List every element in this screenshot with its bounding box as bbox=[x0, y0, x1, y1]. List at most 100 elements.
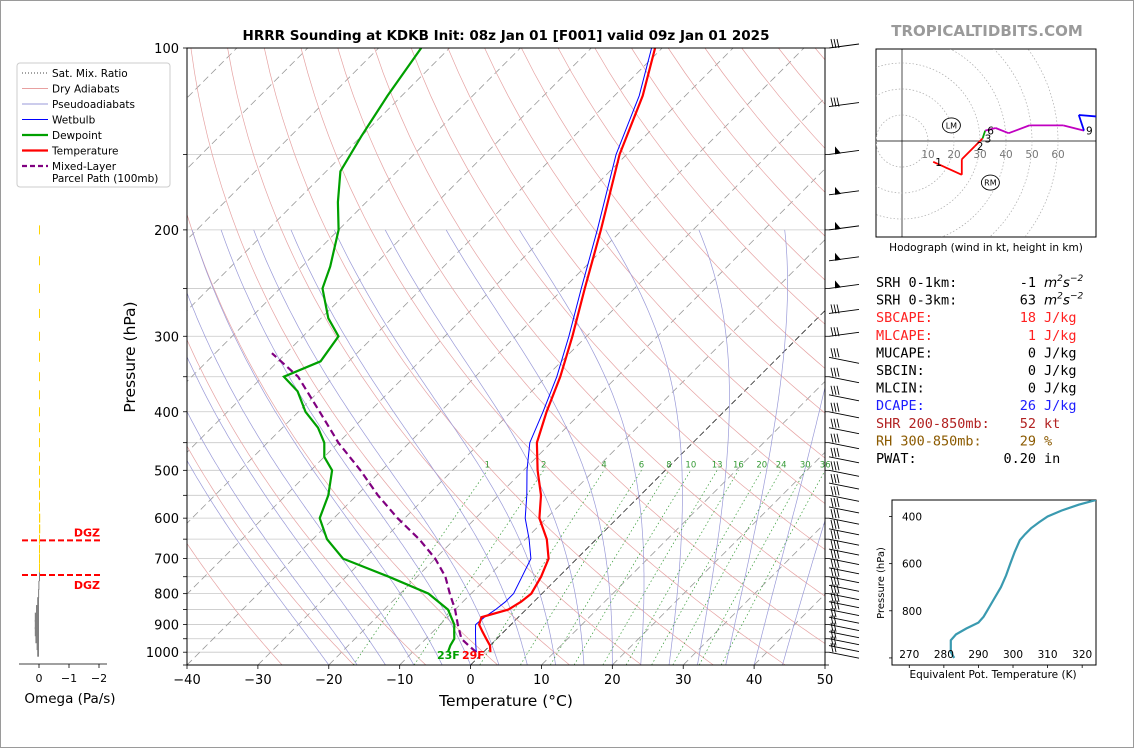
omega-bar bbox=[39, 502, 40, 512]
omega-bar bbox=[36, 605, 39, 615]
mixing-ratio-label: 13 bbox=[712, 460, 723, 470]
pseudoadiabat bbox=[519, 229, 645, 665]
legend-label: Sat. Mix. Ratio bbox=[52, 68, 128, 80]
mixing-ratio-line bbox=[413, 470, 544, 665]
skewt-x-tick-label: −30 bbox=[244, 673, 271, 688]
theta-e-panel: 270 280 290 300 310 320 400 600 800 Equivalent P… bbox=[876, 499, 1097, 681]
index-unit: J/kg bbox=[1044, 363, 1077, 379]
index-label: SRH 0-1km: bbox=[876, 275, 957, 291]
omega-bar bbox=[39, 372, 40, 382]
hodograph-ring-label: 60 bbox=[1051, 149, 1064, 161]
index-unit: J/kg bbox=[1044, 398, 1077, 414]
mixing-ratio-line bbox=[549, 470, 670, 665]
dry-adiabat bbox=[190, 48, 570, 665]
omega-bar bbox=[39, 256, 40, 266]
omega-bar bbox=[39, 331, 40, 341]
skewt-y-tick-label: 900 bbox=[154, 619, 179, 634]
hodograph-ring bbox=[989, 49, 1033, 237]
mixing-ratio-line bbox=[479, 470, 605, 665]
pseudoadiabat bbox=[220, 229, 471, 665]
isotherm-line bbox=[187, 48, 805, 665]
skewt-x-tick-label: 30 bbox=[675, 673, 692, 688]
index-unit: J/kg bbox=[1044, 345, 1077, 361]
mixing-ratio-line bbox=[353, 470, 488, 665]
legend-label: Dry Adiabats bbox=[52, 84, 120, 96]
legend-entry: Temperature bbox=[22, 146, 119, 158]
wind-barb bbox=[828, 584, 860, 601]
omega-bar bbox=[38, 580, 40, 590]
wind-barb bbox=[828, 530, 860, 546]
hodograph-segment bbox=[995, 127, 1009, 135]
pseudoadiabat bbox=[187, 459, 330, 665]
surface-dewpoint-label: 23F bbox=[437, 649, 460, 662]
wind-barb bbox=[828, 327, 860, 337]
omega-bar bbox=[39, 572, 40, 582]
storm-motion-marker bbox=[941, 117, 961, 134]
omega-bar bbox=[39, 452, 40, 462]
wind-barb bbox=[828, 567, 860, 584]
omega-tick-label: 0 bbox=[36, 672, 43, 685]
watermark: TROPICALTIDBITS.COM bbox=[891, 22, 1083, 40]
surface-temp-label: 29F bbox=[462, 649, 485, 662]
isotherm-line bbox=[470, 309, 825, 665]
omega-bar bbox=[34, 612, 39, 622]
index-unit: m2s−2 bbox=[1044, 274, 1083, 291]
dry-adiabat bbox=[521, 48, 825, 414]
hodograph-ring-label: 50 bbox=[1025, 149, 1038, 161]
index-unit: J/kg bbox=[1044, 310, 1077, 326]
mixing-ratio-label: 36 bbox=[820, 460, 831, 470]
index-value: 1 bbox=[1028, 328, 1036, 344]
skewt-y-tick-label: 100 bbox=[154, 42, 179, 57]
omega-xlabel: Omega (Pa/s) bbox=[24, 691, 115, 707]
index-unit: % bbox=[1044, 433, 1052, 449]
index-label: RH 300-850mb: bbox=[876, 433, 982, 449]
isotherm-line bbox=[187, 48, 521, 383]
index-row: MUCAPE: 0 J/kg bbox=[876, 345, 1077, 361]
wind-barb bbox=[828, 252, 860, 262]
index-row: MLCIN: 0 J/kg bbox=[876, 381, 1077, 397]
skewt-y-tick-label: 1000 bbox=[146, 646, 179, 661]
skewt-x-tick-label: 50 bbox=[817, 673, 834, 688]
dry-adiabat bbox=[263, 48, 714, 665]
index-value: 26 bbox=[1020, 398, 1036, 414]
hodograph-segment bbox=[1077, 114, 1085, 131]
dry-adiabat bbox=[447, 48, 825, 505]
index-row: PWAT: 0.20 in bbox=[876, 451, 1060, 467]
storm-motion-marker bbox=[980, 174, 1000, 191]
index-row: SRH 0-3km: 63 m2s−2 bbox=[876, 292, 1083, 309]
hodograph-segment bbox=[984, 127, 996, 132]
skewt-x-tick-label: −10 bbox=[386, 673, 413, 688]
isotherm-line bbox=[541, 380, 825, 665]
index-value: 0 bbox=[1028, 345, 1036, 361]
legend-entry: Pseudoadiabats bbox=[22, 99, 135, 111]
wind-barb bbox=[828, 402, 860, 419]
mixing-ratio-line bbox=[720, 470, 825, 665]
wind-barb bbox=[828, 549, 860, 566]
dgz-label: DGZ bbox=[74, 526, 100, 539]
dewpoint-profile bbox=[282, 48, 456, 653]
wind-barb bbox=[828, 643, 860, 659]
hodograph-panel: 10 20 30 40 50 60 1 236 9 LM RM Hodograph (wind i… bbox=[875, 48, 1097, 254]
legend-label: Parcel Path (100mb) bbox=[52, 173, 158, 185]
mixing-ratio-label: 6 bbox=[639, 460, 644, 470]
theta-e-x-tick-label: 310 bbox=[1038, 649, 1058, 661]
index-label: DCAPE: bbox=[876, 398, 925, 414]
wind-barb bbox=[828, 186, 860, 196]
pseudoadiabat bbox=[697, 229, 730, 665]
dry-adiabat bbox=[337, 48, 825, 645]
hodograph-height-label: 3 bbox=[985, 133, 992, 145]
omega-bar bbox=[37, 647, 39, 657]
mixing-ratio-line bbox=[602, 470, 718, 665]
wind-barb bbox=[828, 97, 860, 107]
wind-barb bbox=[828, 280, 860, 289]
pseudoadiabat bbox=[333, 229, 556, 665]
omega-bar bbox=[39, 478, 40, 488]
hodograph-segment bbox=[961, 145, 976, 160]
theta-e-ylabel: Pressure (hPa) bbox=[876, 547, 887, 619]
omega-bar bbox=[38, 589, 40, 599]
hodograph-segment bbox=[932, 160, 963, 176]
theta-e-y-tick-label: 800 bbox=[902, 606, 922, 618]
index-value: 52 bbox=[1020, 416, 1036, 432]
wind-barb bbox=[828, 497, 860, 514]
